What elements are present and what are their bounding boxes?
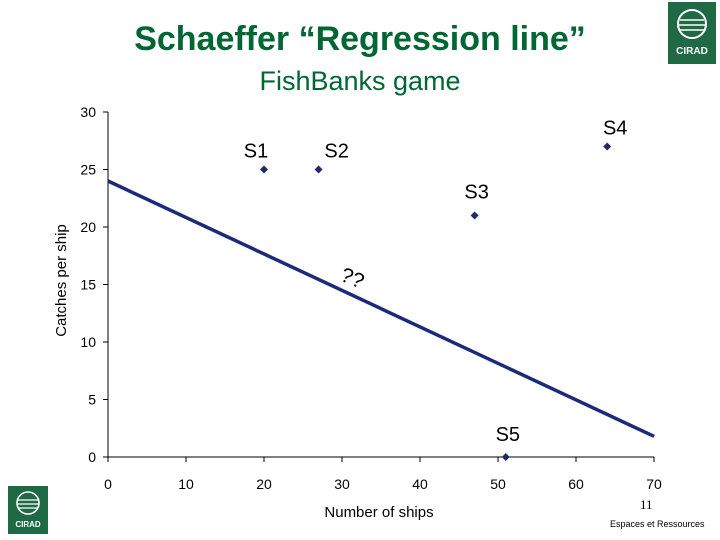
regression-line — [107, 179, 655, 438]
data-point-s4 — [603, 142, 612, 151]
page-number: 11 — [640, 497, 653, 512]
point-label-s1: S1 — [244, 141, 268, 163]
x-axis-title: Number of ships — [324, 504, 433, 521]
point-label-s5: S5 — [496, 424, 520, 446]
x-tick-label: 70 — [646, 476, 662, 492]
logo-text: CIRAD — [676, 46, 708, 57]
x-tick-label: 0 — [104, 476, 112, 492]
data-point-s5 — [501, 453, 510, 461]
data-point-s2 — [314, 165, 323, 174]
slide-subtitle: FishBanks game — [259, 66, 461, 96]
cirad-logo-bottom: CIRAD — [8, 486, 48, 534]
point-label-s4: S4 — [603, 118, 627, 140]
y-tick-label: 10 — [80, 334, 96, 350]
data-point-s1 — [260, 165, 268, 174]
y-tick-label: 5 — [88, 392, 96, 408]
x-tick-label: 40 — [412, 476, 428, 492]
y-tick-label: 0 — [88, 449, 96, 465]
x-tick-label: 10 — [178, 476, 194, 492]
point-label-s3: S3 — [464, 182, 488, 204]
y-tick-label: 30 — [80, 104, 96, 120]
y-axis-title: Catches per ship — [53, 224, 70, 337]
x-tick-label: 50 — [490, 476, 506, 492]
y-tick-label: 25 — [80, 162, 96, 178]
y-tick-label: 15 — [80, 277, 96, 293]
data-point-s3 — [470, 211, 479, 220]
logo-text: CIRAD — [15, 520, 41, 529]
cirad-logo-top: CIRAD — [668, 2, 716, 64]
slide-title: Schaeffer “Regression line” — [134, 20, 586, 58]
x-tick-label: 30 — [334, 476, 350, 492]
x-tick-label: 20 — [256, 476, 272, 492]
footer-text: Espaces et Ressources — [610, 519, 705, 529]
y-tick-label: 20 — [80, 219, 96, 235]
x-tick-label: 60 — [568, 476, 584, 492]
point-label-s2: S2 — [324, 141, 348, 163]
